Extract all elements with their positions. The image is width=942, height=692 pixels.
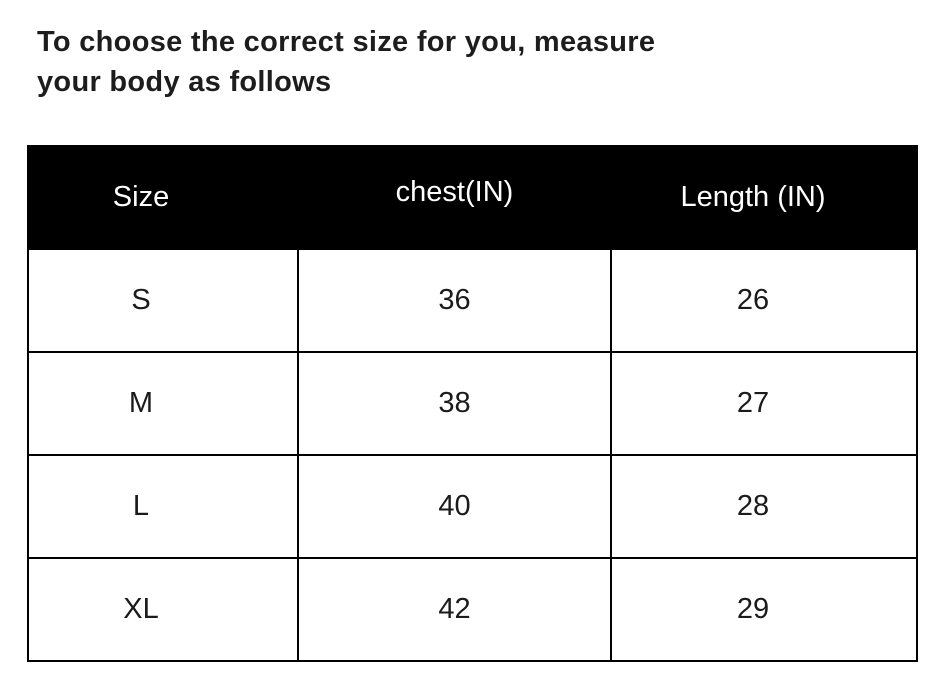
cell-size-l: L [27, 454, 299, 559]
table-row-s: S 36 26 [27, 248, 918, 353]
table-row-l: L 40 28 [27, 454, 918, 559]
cell-length-l: 28 [610, 454, 918, 559]
cell-length-xl: 29 [610, 557, 918, 662]
cell-chest-s: 36 [297, 248, 612, 353]
size-chart-table: Size chest(IN) Length (IN) S 36 26 M 38 … [27, 145, 918, 662]
column-header-length: Length (IN) [610, 145, 918, 250]
column-header-length-label: Length (IN) [680, 181, 826, 213]
cell-length-m: 27 [610, 351, 918, 456]
page-title: To choose the correct size for you, meas… [37, 22, 655, 102]
cell-size-m: M [27, 351, 299, 456]
cell-chest-xl: 42 [297, 557, 612, 662]
page-title-line-2: your body as follows [37, 66, 332, 98]
page-title-line-1: To choose the correct size for you, meas… [37, 26, 656, 58]
cell-size-s: S [27, 248, 299, 353]
cell-size-xl: XL [27, 557, 299, 662]
column-header-chest: chest(IN) [297, 145, 612, 250]
column-header-size-label: Size [112, 181, 170, 213]
cell-length-s: 26 [610, 248, 918, 353]
table-row-m: M 38 27 [27, 351, 918, 456]
cell-chest-l: 40 [297, 454, 612, 559]
column-header-size: Size [27, 145, 299, 250]
table-header-row: Size chest(IN) Length (IN) [27, 145, 918, 250]
column-header-chest-label: chest(IN) [395, 176, 514, 208]
cell-chest-m: 38 [297, 351, 612, 456]
table-row-xl: XL 42 29 [27, 557, 918, 662]
